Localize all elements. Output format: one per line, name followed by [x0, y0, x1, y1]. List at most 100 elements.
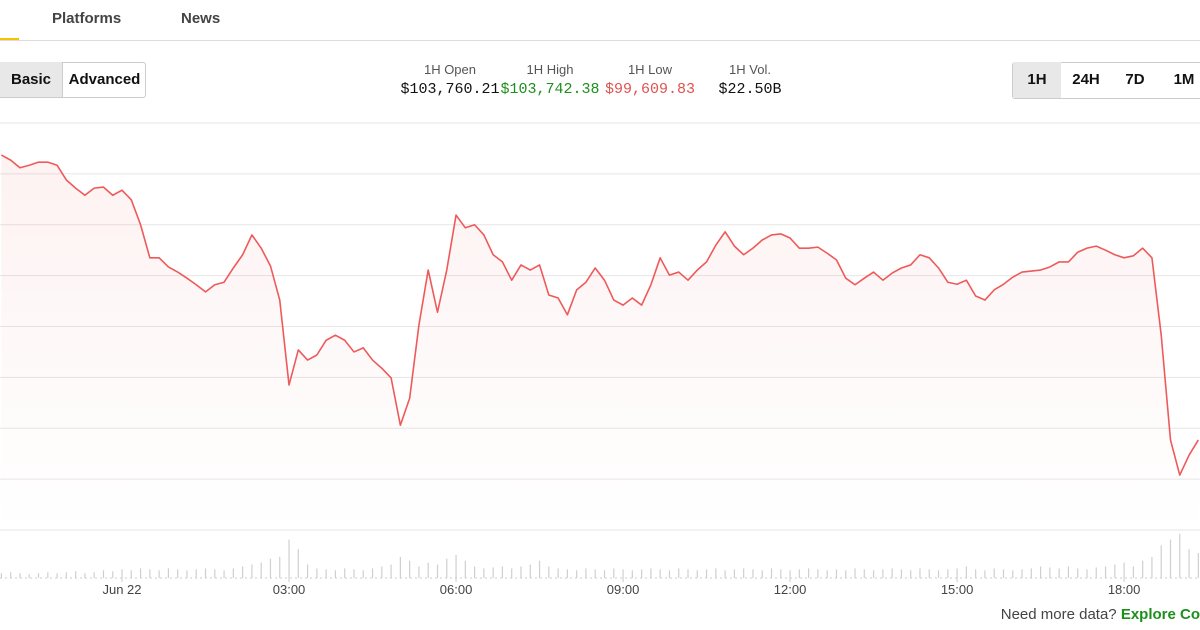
volume-bar: [668, 570, 671, 578]
volume-bar: [1132, 566, 1134, 578]
volume-bar: [260, 562, 262, 578]
volume-bar: [1169, 539, 1172, 578]
volume-bar: [613, 568, 615, 578]
volume-bar: [371, 568, 374, 578]
nav-link[interactable]: News: [181, 10, 221, 27]
volume-bar: [418, 566, 420, 578]
volume-bar: [464, 560, 466, 578]
footer-text: Need more data?: [1000, 606, 1117, 623]
volume-bar: [381, 566, 383, 578]
volume-bar: [529, 564, 531, 578]
volume-bar: [1030, 568, 1032, 578]
volume-bar: [705, 569, 708, 578]
volume-bar: [362, 570, 364, 578]
toggle-button[interactable]: Advanced: [62, 62, 146, 97]
volume-bar: [446, 558, 448, 578]
volume-bar: [919, 568, 921, 578]
volume-bar: [47, 572, 49, 578]
volume-bar: [975, 569, 977, 578]
volume-bar: [910, 570, 912, 578]
volume-bar: [121, 569, 123, 578]
volume-bar: [1104, 566, 1107, 578]
volume-bar: [733, 569, 736, 578]
volume-bar: [650, 568, 652, 578]
volume-bar: [631, 570, 633, 578]
volume-bar: [492, 567, 494, 578]
volume-bar: [306, 564, 309, 578]
volume-bar: [808, 568, 810, 578]
volume-bar: [770, 568, 773, 578]
volume-bar: [585, 568, 587, 578]
volume-bar: [1067, 566, 1070, 578]
toggle-button[interactable]: Basic: [0, 62, 62, 97]
volume-bar: [1188, 549, 1190, 578]
volume-bar: [817, 569, 819, 578]
volume-bar: [622, 569, 624, 578]
volume-bar: [353, 569, 355, 578]
volume-bar: [1197, 553, 1199, 578]
volume-bar: [19, 573, 21, 578]
volume-bar: [984, 570, 986, 578]
stat-value: $22.50B: [718, 81, 782, 98]
volume-bar: [427, 562, 429, 578]
stat-label: 1H Open: [423, 62, 477, 77]
volume-bar: [845, 570, 847, 578]
volume-bar: [798, 569, 800, 578]
volume-bar: [937, 570, 940, 578]
volume-bar: [576, 570, 578, 578]
nav-link[interactable]: Platforms: [52, 10, 122, 27]
volume-bar: [334, 570, 337, 578]
volume-bar: [149, 569, 151, 578]
volume-bar: [520, 566, 522, 578]
volume-bar: [928, 569, 930, 578]
volume-bar: [232, 568, 234, 578]
volume-bar: [436, 564, 439, 578]
volume-bar: [1123, 562, 1125, 578]
x-tick-label: 06:00: [440, 582, 473, 597]
volume-bar: [687, 569, 689, 578]
volume-bar: [594, 569, 596, 578]
volume-bar: [288, 539, 290, 578]
volume-bar: [112, 571, 114, 578]
volume-bar: [1002, 569, 1005, 578]
volume-bar: [93, 572, 95, 578]
footer-link[interactable]: Explore Co: [1120, 606, 1200, 623]
stat-value: $99,609.83: [604, 81, 695, 98]
volume-bar: [399, 556, 401, 578]
volume-bar: [1039, 566, 1042, 578]
volume-bar: [696, 570, 698, 578]
volume-bar: [752, 569, 754, 578]
volume-bar: [891, 568, 893, 578]
timeframe-button[interactable]: 7D: [1125, 71, 1145, 88]
volume-bar: [56, 573, 58, 578]
timeframe-button[interactable]: 24H: [1072, 71, 1100, 88]
volume-bar: [715, 568, 717, 578]
volume-bar: [158, 570, 160, 578]
volume-bar: [557, 568, 559, 578]
volume-bar: [854, 568, 856, 578]
x-tick-label: 18:00: [1108, 582, 1141, 597]
volume-bar: [1095, 567, 1097, 578]
volume-bar: [1049, 567, 1051, 578]
x-tick-label: 12:00: [774, 582, 807, 597]
stat-value: $103,742.38: [500, 81, 600, 98]
timeframe-button[interactable]: 1M: [1173, 71, 1195, 88]
volume-bar: [242, 566, 244, 578]
volume-bar: [325, 569, 327, 578]
volume-bar: [473, 566, 476, 578]
volume-bar: [548, 566, 550, 578]
timeframe-button[interactable]: 1H: [1013, 62, 1061, 98]
volume-bar: [863, 569, 865, 578]
volume-bar: [28, 574, 30, 578]
volume-bar: [566, 569, 568, 578]
volume-bar: [214, 569, 216, 578]
volume-bar: [1114, 564, 1116, 578]
x-tick-label: 03:00: [273, 582, 306, 597]
timeframe-group: [1012, 62, 1200, 99]
volume-bar: [177, 569, 179, 578]
volume-bar: [139, 568, 142, 578]
x-tick-label: Jun 22: [102, 582, 141, 597]
volume-bar: [269, 558, 272, 578]
volume-bar: [900, 569, 903, 578]
